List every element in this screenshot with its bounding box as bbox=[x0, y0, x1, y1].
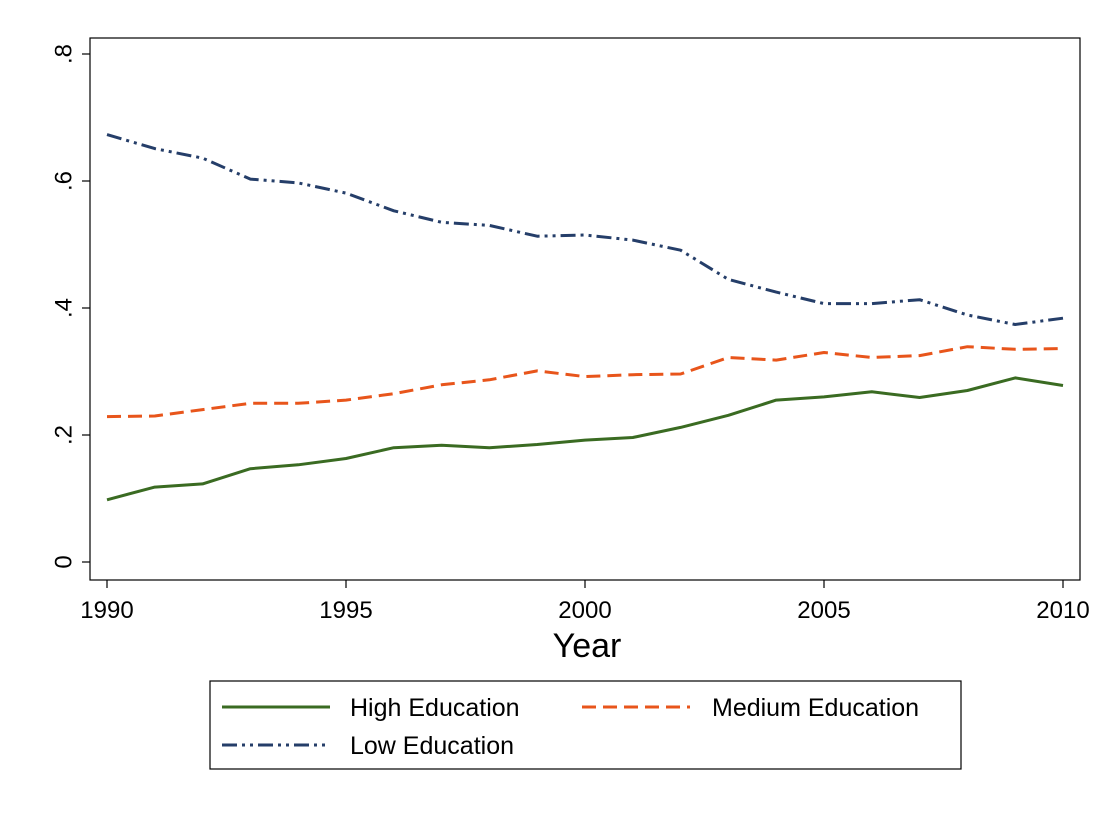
legend-label-medium-education: Medium Education bbox=[712, 694, 919, 722]
series-line-low-education bbox=[106, 133, 1064, 326]
x-tick-label: 1990 bbox=[80, 597, 133, 624]
y-tick-label: .6 bbox=[50, 171, 77, 191]
series-layer bbox=[106, 133, 1064, 502]
plot-area-frame bbox=[89, 37, 1081, 581]
x-tick-label: 1995 bbox=[319, 597, 372, 624]
legend-label-high-education: High Education bbox=[350, 694, 520, 722]
x-tick-label: 2005 bbox=[797, 597, 850, 624]
legend: High Education Medium Education Low Educat… bbox=[209, 680, 962, 770]
x-tick-label: 2010 bbox=[1036, 597, 1089, 624]
x-tick-label: 2000 bbox=[558, 597, 611, 624]
x-axis: 1990 1995 2000 2005 2010 bbox=[80, 580, 1090, 624]
x-axis-title: Year bbox=[553, 627, 622, 665]
y-axis: 0 .2 .4 .6 .8 bbox=[50, 44, 90, 569]
legend-box bbox=[209, 680, 962, 770]
y-tick-label: .8 bbox=[50, 44, 77, 64]
y-tick-label: 0 bbox=[50, 555, 77, 568]
series-line-medium-education bbox=[106, 345, 1064, 419]
series-line-high-education bbox=[106, 376, 1064, 502]
legend-label-low-education: Low Education bbox=[350, 732, 514, 760]
y-tick-label: .2 bbox=[50, 425, 77, 445]
y-tick-label: .4 bbox=[50, 298, 77, 318]
